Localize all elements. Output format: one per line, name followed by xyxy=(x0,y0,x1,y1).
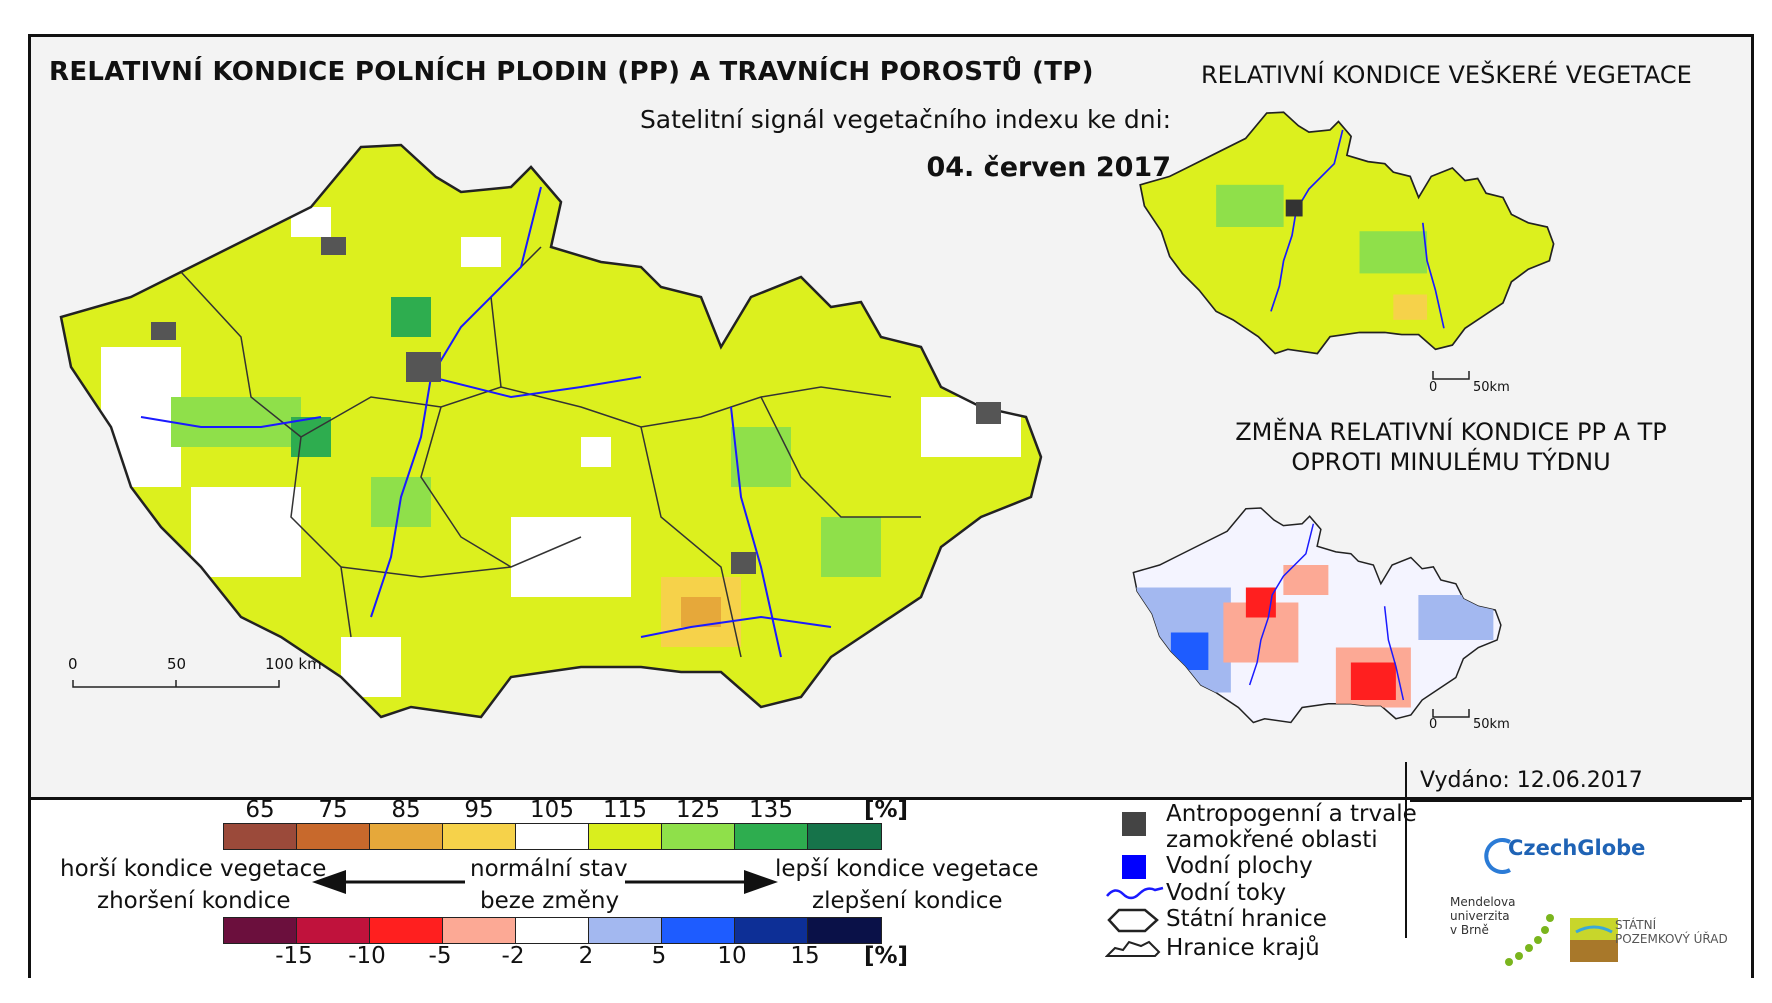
change-swatch-2 xyxy=(297,918,370,943)
change-color-scale xyxy=(223,917,882,944)
better-label-2: zlepšení kondice xyxy=(812,888,1003,914)
change-swatch-1 xyxy=(224,918,297,943)
bottom-scale-50: 50km xyxy=(1473,717,1510,732)
change-tick-m2: -2 xyxy=(501,943,525,969)
cond-swatch-4 xyxy=(443,824,516,849)
change-unit: [%] xyxy=(864,943,909,969)
cond-swatch-6 xyxy=(589,824,662,849)
region-border-label: Hranice krajů xyxy=(1166,935,1320,961)
river-icon xyxy=(1106,886,1164,900)
urban-brno xyxy=(731,552,756,574)
cond-tick-65: 65 xyxy=(245,797,275,823)
anthropogenic-icon xyxy=(1122,812,1146,836)
main-condition-map[interactable] xyxy=(41,97,1071,737)
vegetation-map-title: RELATIVNÍ KONDICE VEŠKERÉ VEGETACE xyxy=(1201,61,1692,89)
change-swatch-7 xyxy=(662,918,735,943)
change-tick-5: 5 xyxy=(651,943,667,969)
top-scale-50: 50km xyxy=(1473,380,1510,395)
region-border-icon xyxy=(1105,940,1161,957)
better-label-1: lepší kondice vegetace xyxy=(775,856,1039,882)
cond-swatch-3 xyxy=(370,824,443,849)
change-tick-m10: -10 xyxy=(348,943,386,969)
small-scale-bar-bottom xyxy=(1432,709,1470,718)
mendel-line2: univerzita xyxy=(1450,909,1510,923)
change-tick-10: 10 xyxy=(717,943,747,969)
change-swatch-8 xyxy=(735,918,808,943)
cond-swatch-1 xyxy=(224,824,297,849)
cond-swatch-7 xyxy=(662,824,735,849)
logos-panel xyxy=(1410,800,1742,972)
state-border-icon xyxy=(1107,908,1159,933)
mendel-logo: Mendelova univerzita v Brně xyxy=(1450,895,1515,937)
spu-logo: STÁTNÍ POZEMKOVÝ ÚŘAD xyxy=(1615,918,1728,946)
cond-swatch-2 xyxy=(297,824,370,849)
normal-label-1: normální stav xyxy=(470,856,628,882)
state-border-label: Státní hranice xyxy=(1166,906,1327,932)
small-scale-bar-top xyxy=(1432,371,1470,380)
cond-tick-105: 105 xyxy=(530,797,574,823)
main-title: RELATIVNÍ KONDICE POLNÍCH PLODIN (PP) A … xyxy=(49,57,1094,87)
change-title-line2: OPROTI MINULÉMU TÝDNU xyxy=(1291,448,1611,476)
legend-divider xyxy=(1405,762,1407,938)
change-title-line1: ZMĚNA RELATIVNÍ KONDICE PP A TP xyxy=(1235,418,1667,446)
change-swatch-6 xyxy=(589,918,662,943)
main-scale-0: 0 xyxy=(68,655,78,673)
change-tick-m5: -5 xyxy=(428,943,452,969)
cond-swatch-9 xyxy=(808,824,881,849)
subtitle: Satelitní signál vegetačního indexu ke d… xyxy=(639,105,1171,134)
normal-label-2: beze změny xyxy=(480,888,620,914)
mendel-line1: Mendelova xyxy=(1450,895,1516,909)
spu-line2: POZEMKOVÝ ÚŘAD xyxy=(1615,932,1728,946)
worse-label-1: horší kondice vegetace xyxy=(60,856,327,882)
cond-swatch-5 xyxy=(516,824,589,849)
spu-line1: STÁTNÍ xyxy=(1615,918,1657,932)
worse-label-2: zhoršení kondice xyxy=(97,888,291,914)
vegetation-condition-map[interactable] xyxy=(1099,92,1599,362)
change-tick-15: 15 xyxy=(790,943,820,969)
mendel-line3: v Brně xyxy=(1450,923,1489,937)
urban-ostrava xyxy=(976,402,1001,424)
change-swatch-4 xyxy=(443,918,516,943)
cond-tick-115: 115 xyxy=(603,797,647,823)
arrow-right-icon xyxy=(625,870,778,894)
water-bodies-label: Vodní plochy xyxy=(1166,853,1313,879)
cond-tick-85: 85 xyxy=(391,797,421,823)
cond-tick-95: 95 xyxy=(464,797,494,823)
bottom-scale-0: 0 xyxy=(1429,717,1438,732)
top-scale-0: 0 xyxy=(1429,380,1438,395)
water-bodies-icon xyxy=(1122,855,1146,879)
change-tick-2: 2 xyxy=(578,943,594,969)
condition-color-scale xyxy=(223,823,882,850)
anthropogenic-label-1: Antropogenní a trvale xyxy=(1166,801,1417,827)
urban-prague xyxy=(406,352,441,382)
mendel-dots-icon xyxy=(1505,914,1554,966)
main-scale-50: 50 xyxy=(167,655,187,673)
main-scale-100: 100 km xyxy=(265,655,322,673)
condition-change-map[interactable] xyxy=(1069,490,1569,730)
cond-swatch-8 xyxy=(735,824,808,849)
urban-area-north xyxy=(321,237,346,255)
spu-logo-icon xyxy=(1570,918,1618,962)
change-map-title: ZMĚNA RELATIVNÍ KONDICE PP A TP OPROTI M… xyxy=(1191,417,1711,477)
main-scale-bar xyxy=(72,680,280,688)
change-swatch-9 xyxy=(808,918,881,943)
map-frame: RELATIVNÍ KONDICE POLNÍCH PLODIN (PP) A … xyxy=(28,34,1754,978)
date-label: 04. červen 2017 xyxy=(926,152,1171,183)
arrow-left-icon xyxy=(312,870,465,894)
change-swatch-3 xyxy=(370,918,443,943)
rivers-label: Vodní toky xyxy=(1166,880,1287,906)
cond-tick-75: 75 xyxy=(318,797,348,823)
anthropogenic-label-2: zamokřené oblasti xyxy=(1166,827,1378,853)
cond-tick-135: 135 xyxy=(749,797,793,823)
change-tick-m15: -15 xyxy=(275,943,313,969)
cond-unit: [%] xyxy=(864,797,909,823)
czechglobe-logo: CzechGlobe xyxy=(1508,836,1646,860)
czechglobe-logo-icon xyxy=(1484,838,1511,874)
cond-tick-125: 125 xyxy=(676,797,720,823)
issued-date: Vydáno: 12.06.2017 xyxy=(1420,768,1643,793)
change-swatch-5 xyxy=(516,918,589,943)
urban-area-west xyxy=(151,322,176,340)
